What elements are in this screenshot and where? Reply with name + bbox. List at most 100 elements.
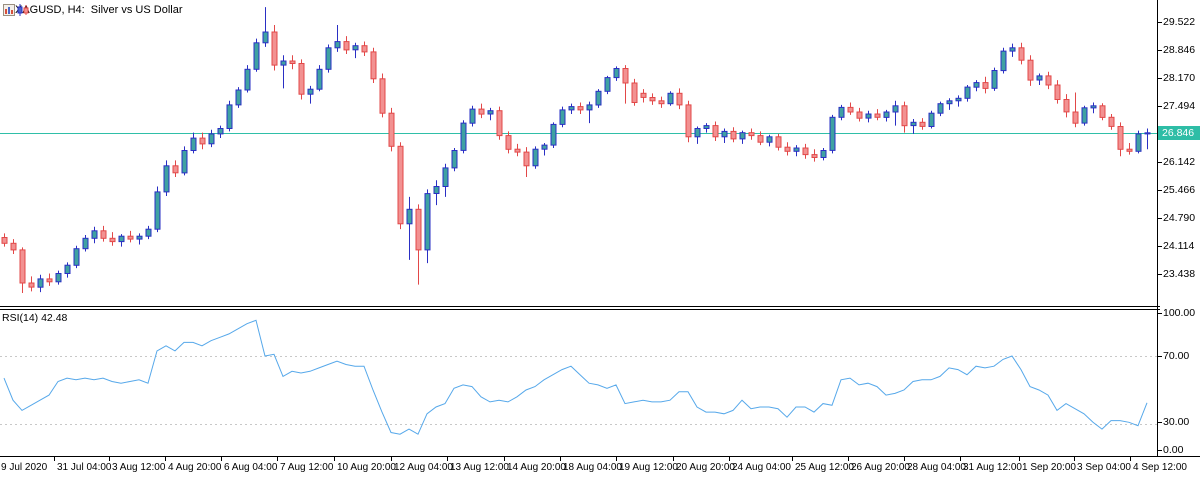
candle-body xyxy=(694,128,701,138)
candle-body xyxy=(1135,133,1142,152)
candle-body xyxy=(883,111,890,118)
candle-body xyxy=(46,278,53,283)
candle-body xyxy=(775,136,782,148)
candle-body xyxy=(919,121,926,127)
time-tick-label: 14 Aug 20:00 xyxy=(507,462,566,473)
candle-body xyxy=(658,100,665,105)
price-tick-label: 27.494 xyxy=(1163,100,1196,112)
candle-body xyxy=(946,100,953,105)
candle-body xyxy=(172,165,179,174)
time-tick-label: 26 Aug 20:00 xyxy=(851,462,910,473)
chart-title: XAGUSD, H4: Silver vs US Dollar xyxy=(15,4,183,16)
price-tick-label: 23.438 xyxy=(1163,268,1196,280)
candle-body xyxy=(163,165,170,193)
chart-window-icon[interactable] xyxy=(3,3,15,16)
candle-body xyxy=(802,147,809,156)
candle-body xyxy=(928,112,935,127)
candle-body xyxy=(1027,59,1034,81)
price-tick-label: 24.790 xyxy=(1163,212,1196,224)
candle-body xyxy=(532,148,539,167)
candle-body xyxy=(1045,75,1052,86)
candle-body xyxy=(55,273,62,283)
time-tick-label: 19 Aug 12:00 xyxy=(619,462,678,473)
candle-body xyxy=(550,123,557,146)
candle-body xyxy=(514,148,521,153)
candle-body xyxy=(937,103,944,114)
candle-body xyxy=(262,31,269,44)
candle-body xyxy=(118,235,125,243)
candle-body xyxy=(1018,47,1025,61)
candle-body xyxy=(892,105,899,113)
candle-body xyxy=(424,193,431,251)
candle-body xyxy=(793,147,800,152)
candle-body xyxy=(91,230,98,239)
time-tick-label: 1 Sep 20:00 xyxy=(1022,462,1076,473)
candle-body xyxy=(37,278,44,288)
candle-body xyxy=(1126,148,1133,152)
candle-body xyxy=(730,130,737,140)
candle-body xyxy=(1063,99,1070,113)
candle-body xyxy=(190,137,197,152)
current-price-label: 26.846 xyxy=(1158,126,1200,140)
rsi-tick-label: 100.00 xyxy=(1163,307,1196,319)
time-tick-label: 20 Aug 20:00 xyxy=(676,462,735,473)
candle-body xyxy=(820,150,827,158)
candle-body xyxy=(1090,105,1097,109)
rsi-line xyxy=(3,319,1148,435)
time-tick-label: 4 Sep 12:00 xyxy=(1133,462,1187,473)
time-tick-label: 3 Aug 12:00 xyxy=(112,462,166,473)
time-tick-label: 12 Aug 04:00 xyxy=(394,462,453,473)
candle-body xyxy=(379,78,386,114)
candle-body xyxy=(217,128,224,135)
candle-body xyxy=(640,92,647,98)
candle-body xyxy=(748,132,755,137)
price-tick-label: 26.142 xyxy=(1163,156,1196,168)
time-tick-label: 31 Aug 12:00 xyxy=(963,462,1022,473)
candle-body xyxy=(1,237,8,244)
candle-body xyxy=(127,235,134,240)
candle-body xyxy=(145,228,152,237)
candle-body xyxy=(1108,116,1115,127)
candle-body xyxy=(352,45,359,51)
candle-body xyxy=(568,106,575,111)
time-tick-label: 18 Aug 04:00 xyxy=(563,462,622,473)
time-tick-label: 4 Aug 20:00 xyxy=(168,462,222,473)
candle-body xyxy=(73,248,80,266)
candle-body xyxy=(676,92,683,106)
price-tick-label: 29.522 xyxy=(1163,16,1196,28)
candle-body xyxy=(280,60,287,66)
candle-body xyxy=(838,106,845,118)
candlestick-chart-icon[interactable] xyxy=(17,3,29,16)
candle-body xyxy=(10,242,17,251)
candle-body xyxy=(307,88,314,95)
candle-body xyxy=(991,70,998,89)
candle-body xyxy=(856,111,863,119)
candle-body xyxy=(1009,47,1016,52)
candle-body xyxy=(469,108,476,124)
candle-body xyxy=(1117,126,1124,150)
candle-body xyxy=(325,47,332,70)
candle-body xyxy=(388,112,395,147)
candle-body xyxy=(343,41,350,51)
candle-body xyxy=(136,235,143,240)
candle-body xyxy=(577,106,584,111)
candle-body xyxy=(1099,105,1106,118)
candle-body xyxy=(316,68,323,90)
candle-body xyxy=(1144,132,1151,135)
candle-body xyxy=(982,82,989,89)
candle-body xyxy=(199,137,206,145)
candle-body xyxy=(370,51,377,80)
price-tick-label: 25.466 xyxy=(1163,184,1196,196)
candle-body xyxy=(1000,50,1007,72)
candle-body xyxy=(685,104,692,138)
candle-body xyxy=(784,146,791,152)
time-tick-label: 7 Aug 12:00 xyxy=(280,462,334,473)
candle-body xyxy=(910,121,917,127)
candle-body xyxy=(406,208,413,225)
candle-body xyxy=(64,264,71,275)
candle-body xyxy=(613,68,620,79)
candle-body xyxy=(109,237,116,243)
candle-body xyxy=(1081,107,1088,124)
